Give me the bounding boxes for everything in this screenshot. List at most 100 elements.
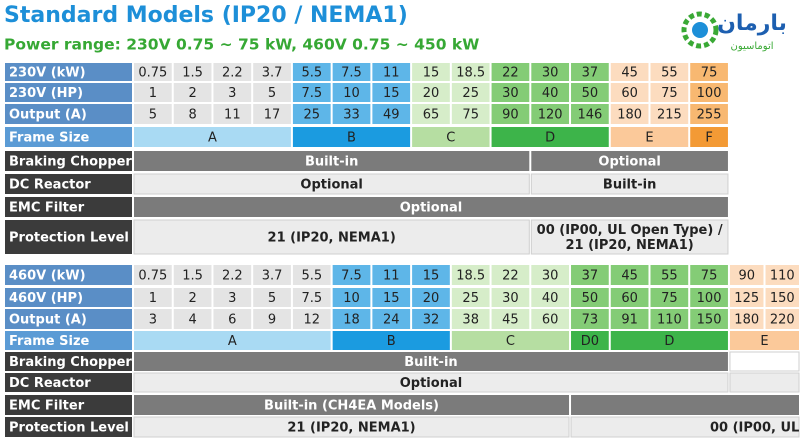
value-cell	[765, 265, 799, 285]
row-header: Output (A)	[9, 108, 87, 123]
value-cell	[173, 104, 212, 124]
value-cell	[412, 104, 450, 124]
value: 60	[621, 86, 638, 101]
value-cell	[213, 265, 252, 285]
value-cell	[610, 83, 649, 102]
row-header-cell	[5, 63, 132, 81]
frame: A	[228, 334, 237, 349]
value: 15	[383, 291, 400, 306]
value: 15	[423, 269, 440, 284]
value: 180	[617, 108, 642, 123]
row-header: Protection Level	[9, 231, 129, 246]
value-cell	[491, 83, 530, 102]
feature-value: Built-in	[603, 178, 656, 193]
value-cell	[213, 309, 252, 329]
value-cell	[332, 104, 371, 124]
frame: D	[545, 131, 555, 146]
value: 1.5	[182, 269, 203, 284]
frame-cell	[134, 331, 331, 350]
value: 30	[502, 291, 519, 306]
value-cell	[332, 83, 371, 102]
frame: A	[208, 131, 217, 146]
value-cell	[531, 83, 570, 102]
feature-value: Built-in	[305, 155, 358, 170]
value-cell	[451, 104, 490, 124]
frame: B	[387, 334, 396, 349]
value-cell	[571, 288, 609, 307]
value: 6	[228, 313, 236, 328]
value: 90	[738, 269, 755, 284]
value: 22	[502, 269, 519, 284]
value-cell	[412, 83, 450, 102]
value-cell	[292, 309, 331, 329]
value-cell	[134, 309, 172, 329]
value-cell	[650, 288, 689, 307]
value: 75	[462, 108, 479, 123]
value: 45	[502, 313, 519, 328]
value: 60	[621, 291, 638, 306]
row-header: EMC Filter	[9, 201, 85, 216]
feature-value: Optional	[598, 155, 660, 170]
feature-value: 00 (IP00, UL Open Type) /	[537, 223, 723, 238]
value-cell	[372, 63, 411, 81]
row-header: Braking Chopper	[9, 355, 132, 370]
value-cell	[134, 288, 172, 307]
value-cell	[610, 309, 649, 329]
value-cell	[412, 63, 450, 81]
value: 2	[188, 86, 196, 101]
title: Standard Models (IP20 / NEMA1)	[4, 3, 408, 28]
frame: D0	[581, 334, 599, 349]
feature-cell	[134, 151, 530, 171]
value-cell	[253, 63, 291, 81]
feature-cell	[134, 197, 728, 217]
row-header: 460V (kW)	[9, 269, 86, 284]
value: 11	[383, 269, 400, 284]
value: 20	[423, 291, 440, 306]
value: 24	[383, 313, 400, 328]
feature-value: 21 (IP20, NEMA1)	[566, 238, 694, 253]
value-cell	[213, 288, 252, 307]
feature-value: Optional	[400, 201, 462, 216]
value: 5.5	[301, 269, 322, 284]
row-header-cell	[5, 265, 132, 285]
frame-cell	[412, 127, 490, 147]
value-cell	[690, 104, 728, 124]
value: 120	[538, 108, 563, 123]
frame: D	[664, 334, 674, 349]
value-cell	[765, 309, 799, 329]
value: 32	[423, 313, 440, 328]
value: 30	[502, 86, 519, 101]
value-cell	[531, 63, 570, 81]
logo-core	[692, 22, 708, 38]
row-header: DC Reactor	[9, 376, 91, 391]
value: 5	[149, 108, 157, 123]
value: 65	[423, 108, 440, 123]
value-cell	[650, 63, 689, 81]
feature-cell	[134, 395, 570, 415]
value-cell	[650, 309, 689, 329]
value: 5	[268, 86, 276, 101]
value: 55	[661, 269, 678, 284]
value: 3	[228, 291, 236, 306]
feature-value: 00 (IP00, UL	[710, 421, 799, 436]
value-cell	[213, 104, 252, 124]
value-cell	[690, 63, 728, 81]
frame: F	[705, 131, 712, 146]
value: 30	[542, 66, 559, 81]
value-cell	[213, 63, 252, 81]
value: 49	[383, 108, 400, 123]
value-cell	[412, 309, 450, 329]
value-cell	[491, 104, 530, 124]
value: 1.5	[182, 66, 203, 81]
row-header: Frame Size	[9, 334, 90, 349]
value: 5.5	[301, 66, 322, 81]
value: 37	[582, 269, 599, 284]
logo-tagline: اتوماسیون	[730, 41, 773, 52]
value: 25	[462, 291, 479, 306]
frame-cell	[610, 127, 689, 147]
frame-cell	[451, 331, 570, 350]
value-cell	[729, 265, 764, 285]
value: 75	[701, 66, 718, 81]
value-cell	[134, 265, 172, 285]
subtitle: Power range: 230V 0.75 ~ 75 kW, 460V 0.7…	[4, 36, 479, 54]
